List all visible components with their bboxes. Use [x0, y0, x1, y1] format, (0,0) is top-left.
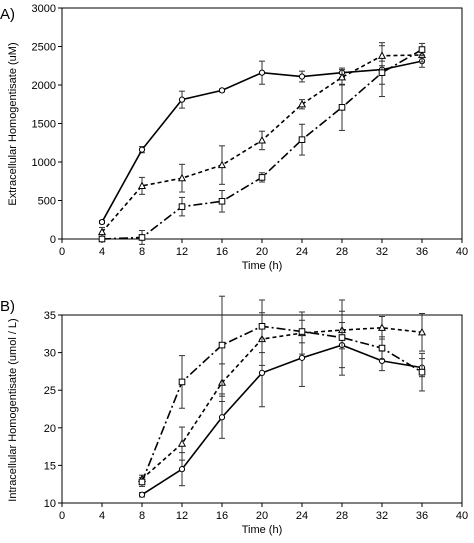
data-point — [258, 369, 266, 377]
x-tick-label: 16 — [216, 246, 228, 258]
y-axis-title: Extracellular Homogentisate (uM) — [7, 42, 19, 205]
data-point — [218, 197, 226, 205]
data-point — [138, 234, 146, 241]
panel-label: A) — [0, 6, 15, 23]
data-point — [298, 328, 306, 335]
x-tick-label: 8 — [139, 246, 145, 258]
data-point — [418, 46, 426, 53]
x-tick-label: 4 — [99, 246, 105, 258]
x-tick-label: 0 — [59, 510, 65, 522]
data-point — [178, 96, 186, 103]
y-tick-label: 30 — [44, 348, 56, 360]
x-tick-label: 32 — [376, 246, 388, 258]
y-tick-label: 1500 — [32, 119, 56, 131]
x-tick-label: 28 — [336, 510, 348, 522]
x-tick-label: 0 — [59, 246, 65, 258]
y-tick-label: 20 — [44, 423, 56, 435]
x-tick-label: 20 — [256, 510, 268, 522]
x-tick-label: 28 — [336, 246, 348, 258]
x-tick-label: 32 — [376, 510, 388, 522]
data-point — [97, 227, 107, 236]
data-point — [98, 235, 106, 243]
chart-panel-1: 0 4 8 12 16 20 24 28 32 36 40 10 15 20 25 30 35 Time (h) I… — [0, 295, 468, 536]
data-point — [418, 368, 426, 376]
y-tick-label: 35 — [44, 310, 56, 322]
data-point — [298, 136, 306, 143]
y-axis-title: Intracellular Homogentisate (umol / L) — [7, 318, 19, 501]
x-tick-label: 12 — [176, 510, 188, 522]
data-point — [137, 181, 147, 189]
data-point — [338, 334, 346, 341]
y-tick-label: 2500 — [32, 42, 56, 54]
x-tick-label: 20 — [256, 246, 268, 258]
x-tick-label: 36 — [416, 246, 428, 258]
y-tick-label: 0 — [50, 234, 56, 246]
y-tick-label: 25 — [44, 385, 56, 397]
series-line — [141, 325, 423, 483]
y-tick-label: 1000 — [32, 157, 56, 169]
data-point — [258, 174, 266, 181]
series-square — [98, 42, 426, 245]
x-tick-label: 16 — [216, 510, 228, 522]
data-point — [257, 135, 267, 144]
series-line — [141, 326, 423, 480]
data-point — [178, 378, 186, 386]
y-tick-label: 10 — [44, 498, 56, 510]
data-point — [177, 439, 187, 447]
data-point — [218, 87, 226, 94]
data-point — [217, 160, 227, 169]
x-tick-label: 24 — [296, 510, 308, 522]
series-square — [138, 295, 426, 487]
y-tick-label: 15 — [44, 460, 56, 472]
x-tick-label: 40 — [456, 246, 468, 258]
data-point — [338, 104, 346, 111]
data-point — [297, 99, 307, 108]
x-axis-title: Time (h) — [242, 524, 283, 536]
data-point — [178, 203, 186, 210]
data-point — [417, 327, 427, 336]
data-point — [98, 218, 106, 226]
series-line — [141, 344, 423, 496]
data-point — [138, 491, 146, 498]
chart-panel-0: 0 4 8 12 16 20 24 28 32 36 40 0 500 1000 1500 2000 2500 3… — [0, 3, 468, 272]
x-tick-label: 40 — [456, 510, 468, 522]
plot-frame — [61, 7, 463, 240]
x-tick-label: 4 — [99, 510, 105, 522]
x-tick-label: 12 — [176, 246, 188, 258]
y-tick-label: 500 — [38, 196, 56, 208]
data-point — [377, 51, 387, 59]
data-point — [337, 72, 347, 81]
data-point — [177, 173, 187, 182]
data-point — [378, 69, 386, 76]
data-point — [258, 69, 266, 76]
data-point — [298, 73, 306, 80]
x-tick-label: 24 — [296, 246, 308, 258]
data-point — [298, 354, 306, 361]
y-tick-label: 2000 — [32, 80, 56, 92]
data-point — [377, 323, 387, 331]
data-point — [138, 478, 146, 486]
y-tick-label: 3000 — [32, 3, 56, 15]
data-point — [138, 146, 146, 153]
data-point — [378, 344, 386, 352]
x-tick-label: 36 — [416, 510, 428, 522]
data-point — [258, 322, 266, 330]
data-point — [218, 341, 226, 349]
data-point — [178, 466, 186, 473]
data-point — [218, 414, 226, 421]
x-tick-label: 8 — [139, 510, 145, 522]
x-axis-title: Time (h) — [242, 260, 283, 272]
panel-label: B) — [0, 298, 15, 315]
